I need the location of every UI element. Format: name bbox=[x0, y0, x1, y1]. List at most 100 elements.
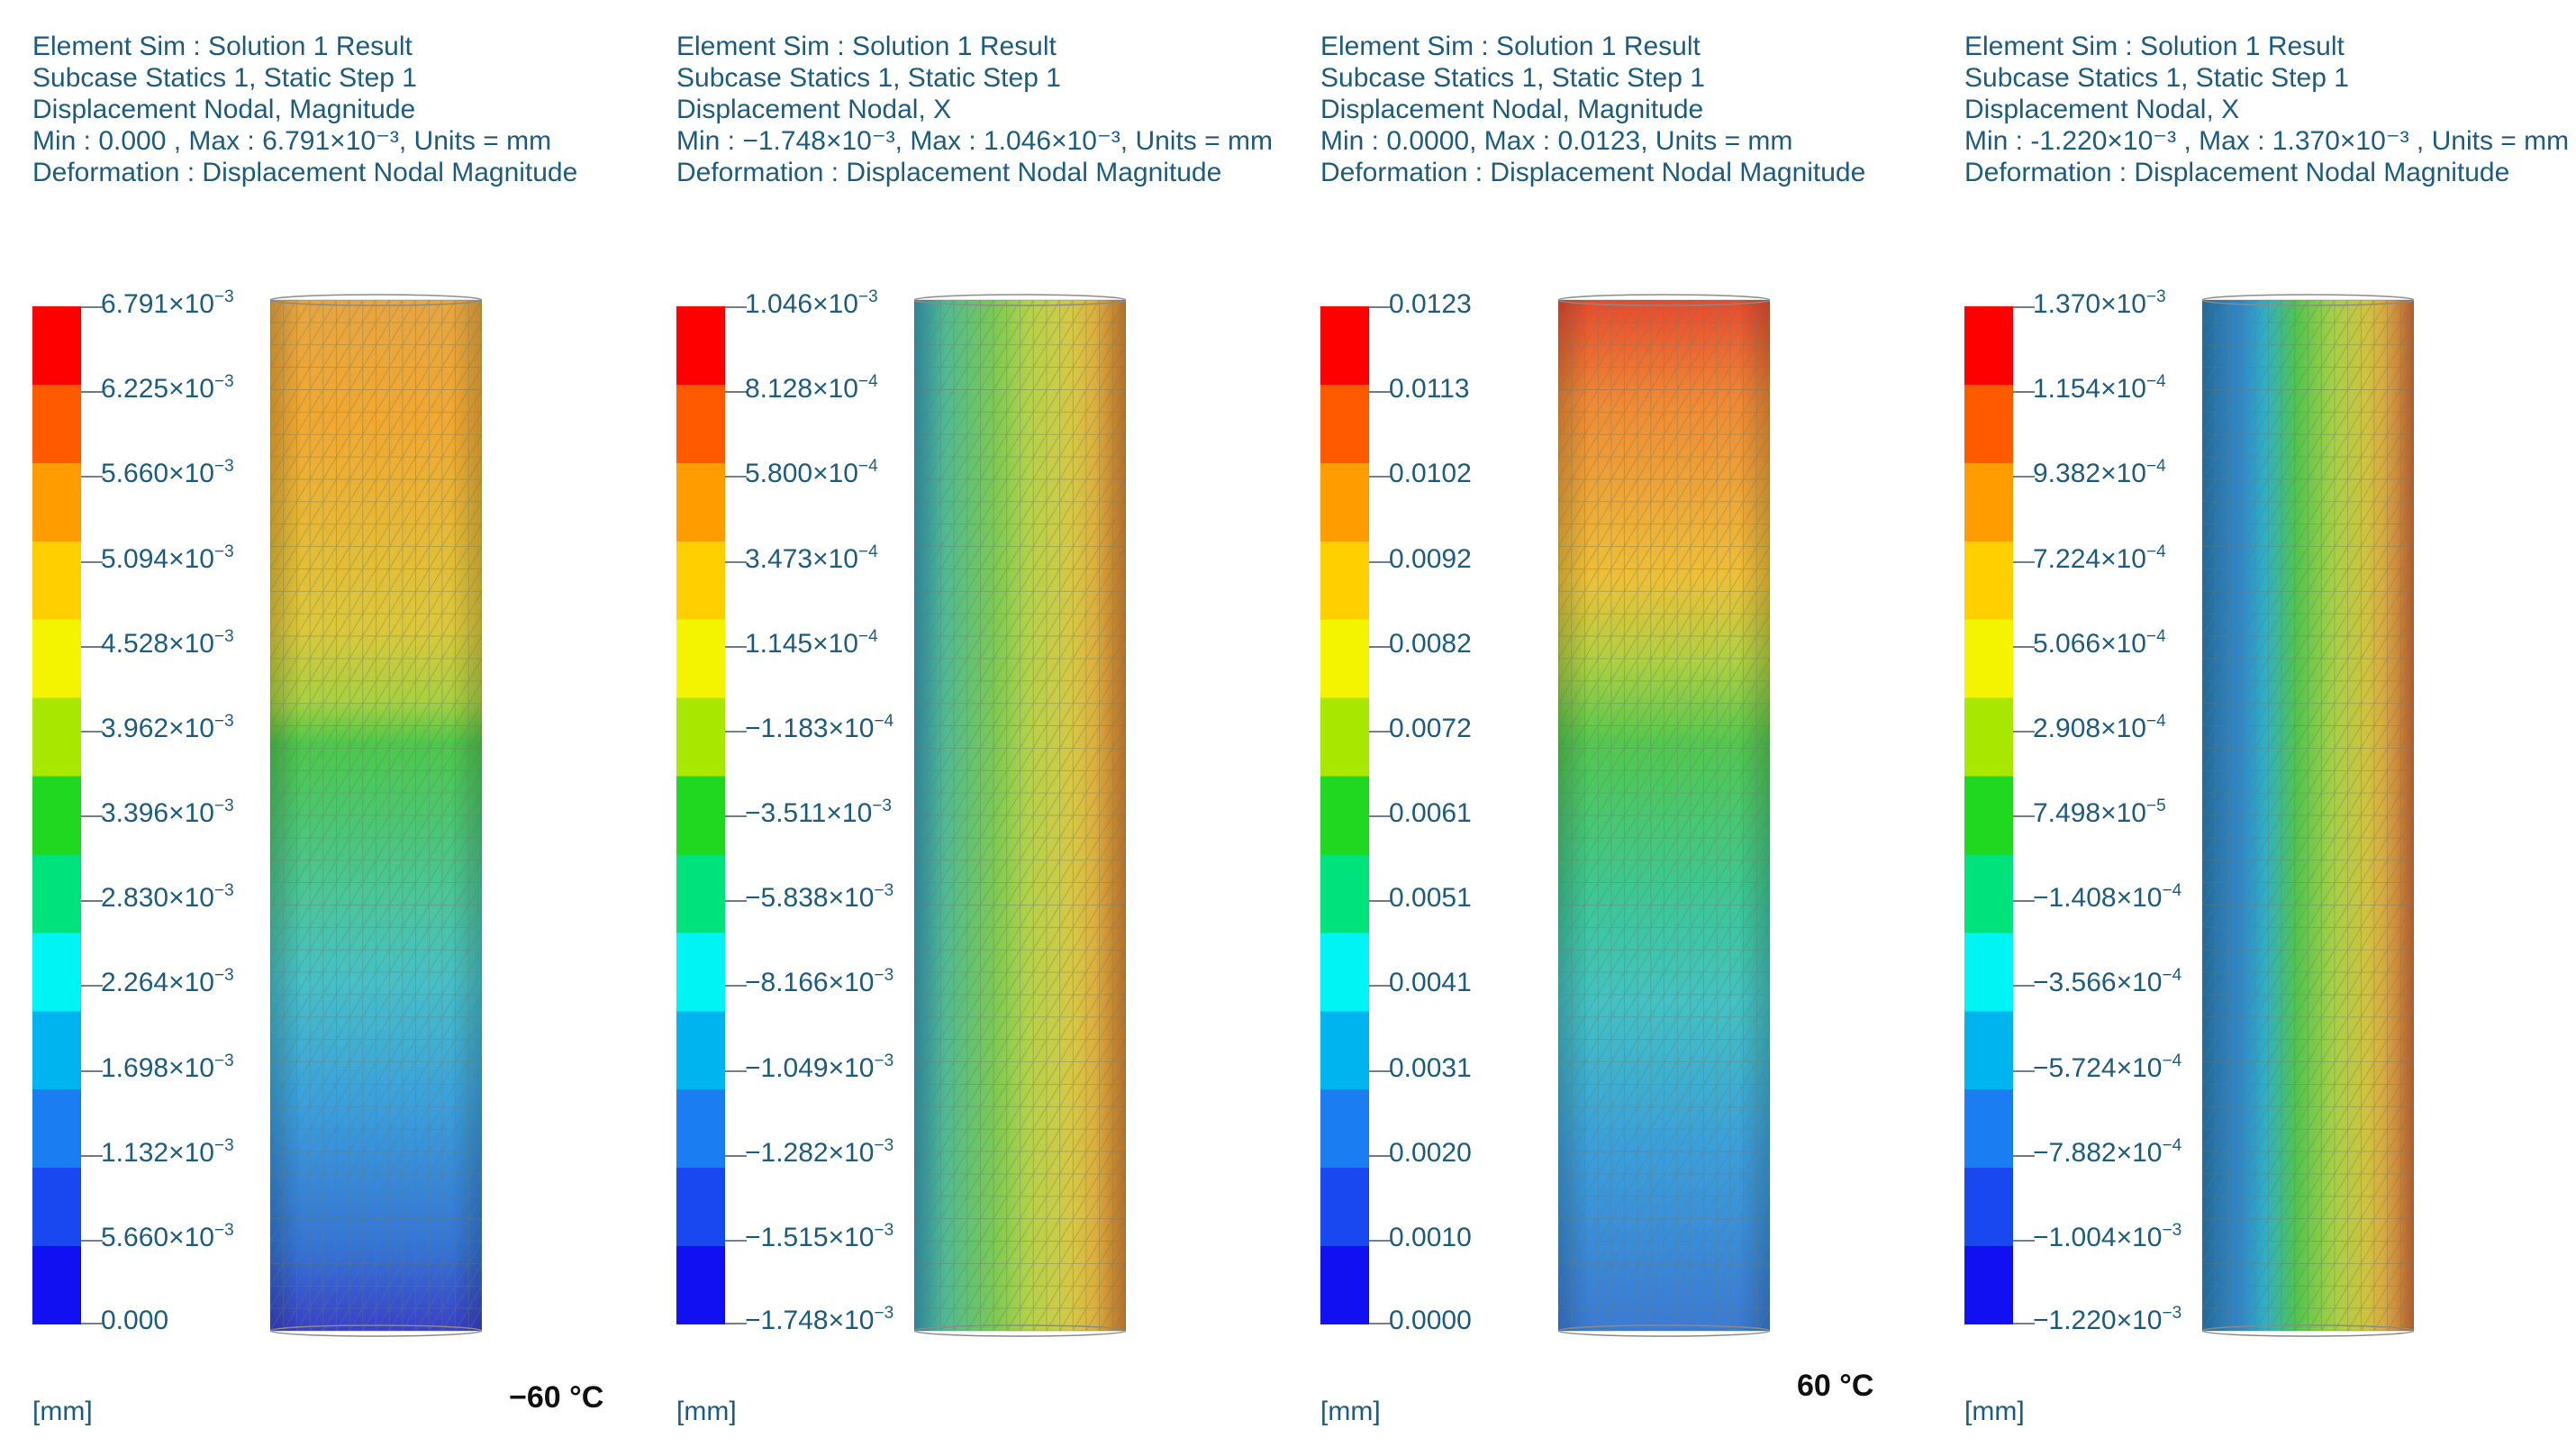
legend-tick-label: −3.511×10−3 bbox=[745, 796, 892, 828]
legend-tick-mark bbox=[81, 1323, 103, 1324]
header-line: Deformation : Displacement Nodal Magnitu… bbox=[1320, 158, 1866, 187]
cylinder-shading bbox=[270, 300, 482, 1331]
legend-tick-label: 0.0010 bbox=[1389, 1222, 1472, 1252]
legend-tick-label: 4.528×10−3 bbox=[101, 626, 234, 659]
legend-tick-label: 1.698×10−3 bbox=[101, 1051, 234, 1083]
legend-tick-mark bbox=[725, 1154, 747, 1157]
header-line: Deformation : Displacement Nodal Magnitu… bbox=[676, 158, 1222, 187]
legend-tick-mark bbox=[2013, 1154, 2035, 1157]
result-panel-1: Element Sim : Solution 1 Result Subcase … bbox=[0, 0, 644, 1447]
legend-tick-mark bbox=[1369, 476, 1391, 478]
header-line: Min : −1.748×10⁻³, Max : 1.046×10⁻³, Uni… bbox=[676, 126, 1273, 156]
legend-tick-label: −7.882×10−4 bbox=[2033, 1135, 2182, 1168]
legend-tick-mark bbox=[81, 1239, 103, 1242]
legend-tick-label: −1.183×10−4 bbox=[745, 711, 894, 743]
legend-tick-label: 0.0082 bbox=[1389, 628, 1472, 659]
result-header: Element Sim : Solution 1 Result Subcase … bbox=[1320, 31, 1865, 188]
legend-tick-mark bbox=[2013, 306, 2035, 308]
legend-tick-mark bbox=[1369, 900, 1391, 903]
cylinder-contour-plot bbox=[2202, 294, 2414, 1337]
legend-tick-mark bbox=[1369, 1239, 1391, 1242]
legend-tick-label: 2.830×10−3 bbox=[101, 881, 234, 914]
legend-tick-label: 6.225×10−3 bbox=[101, 372, 234, 405]
legend-tick-mark bbox=[725, 391, 747, 394]
legend-tick-label: 7.224×10−4 bbox=[2033, 541, 2166, 574]
result-header: Element Sim : Solution 1 Result Subcase … bbox=[32, 31, 577, 188]
legend-tick-label: 0.0000 bbox=[1389, 1306, 1472, 1335]
legend-tick-mark bbox=[1369, 815, 1391, 817]
header-line: Element Sim : Solution 1 Result bbox=[676, 32, 1057, 61]
legend-tick-label: 2.908×10−4 bbox=[2033, 711, 2166, 743]
legend-tick-label: −8.166×10−3 bbox=[745, 966, 894, 998]
header-line: Subcase Statics 1, Static Step 1 bbox=[676, 63, 1061, 93]
legend-tick-label: 1.145×10−4 bbox=[745, 626, 878, 659]
legend-tick-mark bbox=[725, 1069, 747, 1072]
legend-tick-label: 5.800×10−4 bbox=[745, 457, 878, 489]
cylinder-bottom-rim bbox=[270, 1324, 482, 1337]
legend-tick-mark bbox=[725, 1323, 747, 1324]
legend-tick-label: 8.128×10−4 bbox=[745, 372, 878, 405]
cylinder-contour-plot bbox=[914, 294, 1126, 1337]
legend-tick-label: 0.0123 bbox=[1389, 289, 1472, 319]
legend-tick-label: −1.408×10−4 bbox=[2033, 881, 2182, 914]
legend-tick-mark bbox=[725, 645, 747, 648]
legend-tick-mark bbox=[2013, 391, 2035, 394]
legend-tick-label: 3.473×10−4 bbox=[745, 541, 878, 574]
mesh-lines bbox=[1558, 299, 1770, 1332]
legend-tick-mark bbox=[2013, 476, 2035, 478]
legend-tick-label: 3.396×10−3 bbox=[101, 796, 234, 828]
cylinder-bottom-rim bbox=[2202, 1324, 2414, 1337]
cylinder-contour-plot bbox=[270, 294, 482, 1337]
legend-tick-mark bbox=[2013, 815, 2035, 817]
legend-tick-mark bbox=[1369, 391, 1391, 394]
header-line: Subcase Statics 1, Static Step 1 bbox=[1320, 63, 1705, 93]
result-panel-3: Element Sim : Solution 1 Result Subcase … bbox=[1288, 0, 1932, 1447]
color-legend-bar bbox=[32, 306, 81, 1324]
legend-tick-label: 0.0113 bbox=[1389, 374, 1470, 405]
result-header: Element Sim : Solution 1 Result Subcase … bbox=[676, 31, 1273, 188]
legend-tick-label: 5.660×10−3 bbox=[101, 457, 234, 489]
legend-tick-mark bbox=[2013, 985, 2035, 987]
result-panel-4: Element Sim : Solution 1 Result Subcase … bbox=[1932, 0, 2576, 1447]
legend-tick-mark bbox=[1369, 730, 1391, 733]
header-line: Deformation : Displacement Nodal Magnitu… bbox=[1964, 158, 2510, 187]
legend-tick-label: 0.0051 bbox=[1389, 883, 1472, 914]
cylinder-top-rim bbox=[270, 294, 482, 306]
header-line: Min : 0.000 , Max : 6.791×10⁻³, Units = … bbox=[32, 126, 552, 156]
header-line: Displacement Nodal, Magnitude bbox=[32, 95, 416, 124]
cylinder-shading bbox=[914, 300, 1126, 1331]
legend-tick-label: 2.264×10−3 bbox=[101, 966, 234, 998]
legend-tick-mark bbox=[725, 900, 747, 903]
legend-tick-mark bbox=[2013, 645, 2035, 648]
legend-tick-label: 6.791×10−3 bbox=[101, 287, 234, 319]
legend-tick-label: 1.154×10−4 bbox=[2033, 372, 2166, 405]
unit-label: [mm] bbox=[676, 1397, 737, 1426]
cylinder-top-rim bbox=[1558, 294, 1770, 306]
header-line: Element Sim : Solution 1 Result bbox=[32, 32, 413, 61]
legend-tick-label: −1.049×10−3 bbox=[745, 1051, 894, 1083]
legend-tick-mark bbox=[725, 730, 747, 733]
unit-label: [mm] bbox=[1964, 1397, 2025, 1426]
header-line: Displacement Nodal, X bbox=[1964, 95, 2240, 124]
legend-tick-label: 0.000 bbox=[101, 1306, 169, 1335]
legend-tick-mark bbox=[1369, 1154, 1391, 1157]
legend-tick-mark bbox=[725, 306, 747, 308]
legend-tick-mark bbox=[2013, 1069, 2035, 1072]
legend-tick-mark bbox=[725, 985, 747, 987]
cylinder-shading bbox=[2202, 300, 2414, 1331]
legend-tick-mark bbox=[1369, 1323, 1391, 1324]
cylinder-top-rim bbox=[2202, 294, 2414, 306]
legend-tick-mark bbox=[81, 560, 103, 563]
legend-tick-mark bbox=[81, 985, 103, 987]
legend-tick-label: −1.004×10−3 bbox=[2033, 1220, 2182, 1252]
legend-tick-mark bbox=[81, 730, 103, 733]
legend-tick-label: −3.566×10−4 bbox=[2033, 966, 2182, 998]
legend-tick-label: −5.838×10−3 bbox=[745, 881, 894, 914]
legend-tick-label: −1.220×10−3 bbox=[2033, 1304, 2182, 1335]
legend-tick-label: 0.0072 bbox=[1389, 713, 1472, 743]
legend-tick-mark bbox=[1369, 1069, 1391, 1072]
header-line: Displacement Nodal, Magnitude bbox=[1320, 95, 1704, 124]
legend-tick-label: 0.0020 bbox=[1389, 1137, 1472, 1168]
header-line: Element Sim : Solution 1 Result bbox=[1964, 32, 2345, 61]
header-line: Subcase Statics 1, Static Step 1 bbox=[32, 63, 417, 93]
